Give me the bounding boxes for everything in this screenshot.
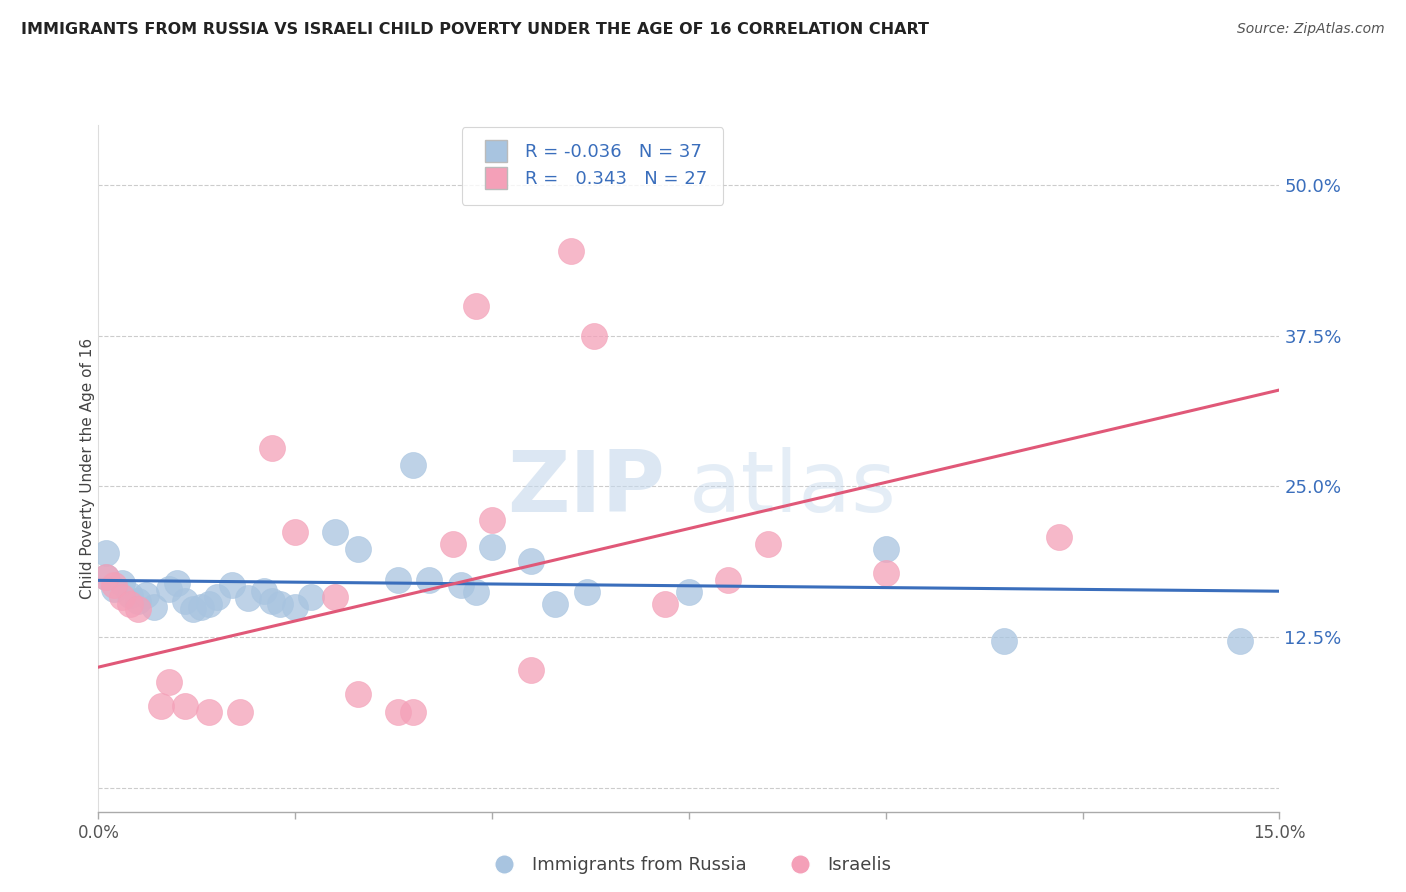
Point: [875, 566, 897, 581]
Point: [560, 244, 582, 259]
Point: [166, 575, 188, 590]
Point: [181, 602, 204, 616]
Text: IMMIGRANTS FROM RUSSIA VS ISRAELI CHILD POVERTY UNDER THE AGE OF 16 CORRELATION : IMMIGRANTS FROM RUSSIA VS ISRAELI CHILD …: [21, 22, 929, 37]
Point: [347, 542, 370, 557]
Point: [875, 542, 897, 557]
Text: atlas: atlas: [689, 448, 897, 531]
Point: [150, 698, 173, 713]
Point: [575, 585, 598, 599]
Point: [520, 554, 543, 568]
Point: [481, 513, 503, 527]
Point: [127, 594, 149, 608]
Point: [174, 698, 197, 713]
Y-axis label: Child Poverty Under the Age of 16: Child Poverty Under the Age of 16: [80, 338, 94, 599]
Point: [260, 441, 283, 455]
Point: [269, 598, 291, 612]
Text: ZIP: ZIP: [508, 448, 665, 531]
Point: [284, 599, 307, 614]
Point: [260, 594, 283, 608]
Point: [127, 602, 149, 616]
Point: [135, 588, 157, 602]
Point: [520, 663, 543, 677]
Point: [190, 599, 212, 614]
Point: [157, 674, 180, 689]
Point: [481, 540, 503, 554]
Point: [323, 591, 346, 605]
Point: [678, 585, 700, 599]
Point: [103, 578, 125, 592]
Point: [299, 591, 322, 605]
Point: [387, 705, 409, 719]
Point: [96, 570, 118, 584]
Point: [111, 575, 134, 590]
Point: [229, 705, 252, 719]
Point: [118, 598, 141, 612]
Point: [387, 574, 409, 588]
Point: [756, 537, 779, 551]
Point: [1229, 633, 1251, 648]
Point: [236, 591, 259, 606]
Point: [174, 594, 197, 608]
Point: [157, 582, 180, 596]
Point: [465, 299, 488, 313]
Point: [717, 574, 740, 588]
Point: [465, 585, 488, 599]
Point: [118, 588, 141, 602]
Point: [583, 328, 606, 343]
Text: Source: ZipAtlas.com: Source: ZipAtlas.com: [1237, 22, 1385, 37]
Point: [323, 525, 346, 540]
Point: [253, 584, 276, 599]
Point: [347, 687, 370, 701]
Point: [111, 591, 134, 605]
Point: [221, 578, 243, 592]
Point: [402, 705, 425, 719]
Point: [96, 570, 118, 584]
Point: [96, 546, 118, 560]
Point: [142, 599, 165, 614]
Point: [418, 574, 440, 588]
Point: [197, 705, 219, 719]
Point: [1047, 530, 1070, 544]
Point: [103, 582, 125, 596]
Point: [450, 578, 472, 592]
Point: [441, 537, 464, 551]
Point: [197, 598, 219, 612]
Point: [284, 525, 307, 540]
Point: [402, 458, 425, 472]
Point: [205, 591, 228, 605]
Point: [544, 598, 567, 612]
Point: [654, 598, 676, 612]
Legend: Immigrants from Russia, Israelis: Immigrants from Russia, Israelis: [479, 849, 898, 881]
Point: [993, 633, 1015, 648]
